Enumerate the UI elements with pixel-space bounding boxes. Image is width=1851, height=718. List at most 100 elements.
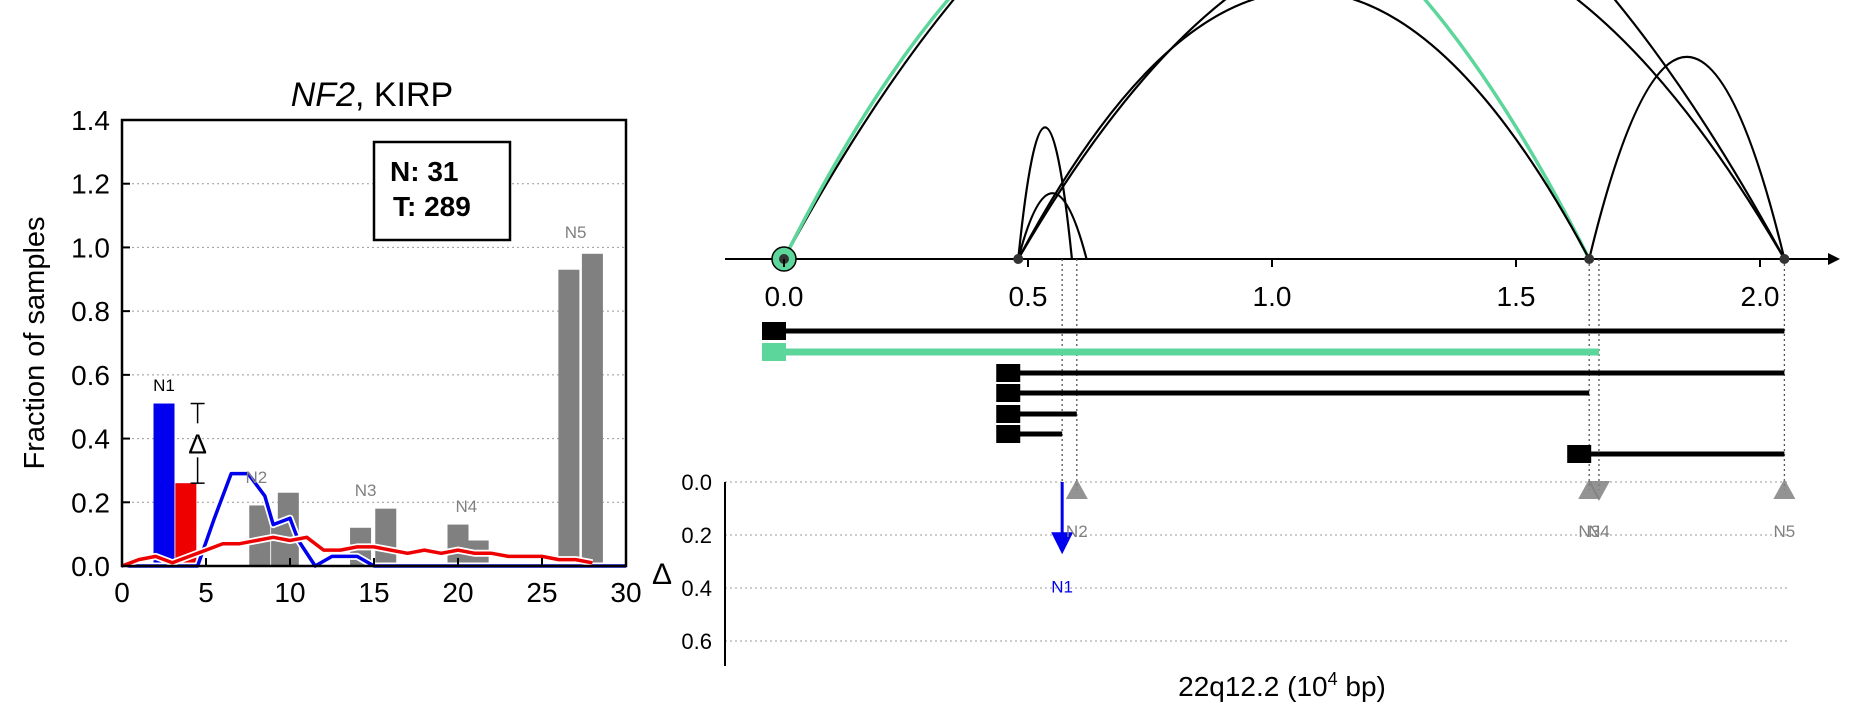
- x-tick-label: 15: [358, 577, 389, 608]
- y-axis-label: Fraction of samples: [19, 216, 51, 469]
- splice-arc: [1017, 0, 1786, 260]
- genome-tick-label: 1.0: [1253, 281, 1292, 312]
- delta-annotation: Δ: [188, 402, 207, 484]
- isoform-track: [996, 384, 1590, 402]
- isoform-track: [762, 322, 1785, 340]
- gray-bars: [249, 253, 603, 567]
- splice-arc: [1017, 0, 1591, 260]
- delta-marker-label: N2: [1066, 522, 1088, 541]
- genome-axis-label-end: bp): [1338, 671, 1386, 702]
- normal-bar: [153, 403, 175, 566]
- x-tick-label: 25: [526, 577, 557, 608]
- tumor-bar: [175, 483, 197, 566]
- splice-arc: [782, 0, 1591, 260]
- genome-tick-label: 2.0: [1741, 281, 1780, 312]
- delta-marker: N5: [1773, 479, 1796, 541]
- peak-labels: N1 N2 N3 N4 N5: [153, 223, 586, 516]
- y-tick-label: 0.6: [71, 360, 110, 391]
- delta-marker-label: N3: [1578, 522, 1600, 541]
- y-tick-label: 0.4: [71, 424, 110, 455]
- genome-axis-label-sup: 4: [1328, 669, 1338, 689]
- splice-arc: [1017, 126, 1074, 260]
- isoform-track: [762, 343, 1599, 361]
- delta-arrow-head: [1051, 532, 1074, 555]
- delta-marker-label: N5: [1774, 522, 1796, 541]
- genome-tick-label: 0.5: [1009, 281, 1048, 312]
- isoform-start-block: [996, 364, 1021, 382]
- x-tick-label: 20: [442, 577, 473, 608]
- delta-marker: N4: [1587, 481, 1610, 541]
- title-rest: , KIRP: [355, 76, 453, 114]
- delta-marker: N3: [1578, 479, 1601, 541]
- sample-count-box-frame: [372, 140, 512, 242]
- delta-tick-label: 0.4: [681, 576, 712, 601]
- delta-triangle: [1578, 479, 1601, 499]
- isoform-track: [996, 405, 1077, 423]
- isoform-track: [996, 364, 1785, 382]
- delta-marker-label: N1: [1051, 577, 1073, 596]
- x-tick-label: 5: [198, 577, 214, 608]
- delta-axis-label: Δ: [652, 558, 672, 591]
- delta-triangle: [1587, 481, 1610, 501]
- splice-arc: [1017, 192, 1088, 260]
- splice-node: [1013, 254, 1024, 264]
- peak-label: N3: [355, 481, 377, 500]
- delta-marker: N1: [1051, 482, 1074, 596]
- peak-label: N1: [153, 376, 175, 395]
- x-tick-label: 30: [610, 577, 641, 608]
- genome-tick-label: 0.0: [765, 281, 804, 312]
- y-tick-label: 1.2: [71, 169, 110, 200]
- isoform-start-block: [996, 384, 1021, 402]
- splice-node: [1584, 254, 1595, 264]
- delta-symbol: Δ: [188, 428, 207, 459]
- isoform-track: [1567, 445, 1785, 463]
- isoform-tracks: [762, 322, 1785, 463]
- tumor-count: T: 289: [393, 191, 471, 222]
- y-tick-label: 0.0: [71, 551, 110, 582]
- splice-node: [1779, 254, 1790, 264]
- delta-tick-label: 0.0: [681, 470, 712, 495]
- delta-tick-label: 0.6: [681, 629, 712, 654]
- normal-density-curve: [122, 471, 626, 568]
- y-tick-label: 1.0: [71, 232, 110, 263]
- delta-ticks: 0.0 0.2 0.4 0.6: [681, 470, 712, 654]
- highlight-bars: [153, 403, 197, 566]
- genome-ticks: 0.0 0.5 1.0 1.5 2.0: [765, 259, 1780, 312]
- chart-title: NF2, KIRP: [291, 76, 453, 114]
- genome-axis-label-main: 22q12.2 (10: [1178, 671, 1327, 702]
- genome-axis-label: 22q12.2 (104 bp): [1178, 669, 1386, 702]
- isoform-start-block: [996, 425, 1021, 443]
- peak-label: N5: [565, 223, 587, 242]
- gray-bar: [447, 524, 469, 566]
- peak-label: N2: [246, 468, 268, 487]
- isoform-start-block: [762, 343, 786, 361]
- delta-marker: N2: [1065, 479, 1088, 541]
- delta-marker-label: N4: [1588, 522, 1610, 541]
- sample-count-box: N: 31 T: 289: [372, 140, 512, 242]
- y-tick-label: 0.2: [71, 487, 110, 518]
- delta-triangle: [1065, 479, 1088, 499]
- title-gene: NF2: [291, 76, 355, 114]
- splice-arc: [1588, 56, 1786, 260]
- x-tick-label: 0: [114, 577, 130, 608]
- isoform-start-block: [996, 405, 1021, 423]
- gray-bar: [375, 508, 397, 566]
- peak-label: N4: [456, 497, 478, 516]
- splice-arc: [783, 0, 1786, 260]
- isoform-track: [996, 425, 1063, 443]
- isoform-start-block: [762, 322, 786, 340]
- y-axis-ticks: 0.0 0.2 0.4 0.6 0.8 1.0 1.2 1.4: [71, 105, 130, 582]
- tumor-density-curve: [121, 535, 593, 568]
- delta-gridlines: [725, 481, 1790, 642]
- x-tick-label: 10: [274, 577, 305, 608]
- gray-bar: [581, 253, 603, 567]
- gray-bar: [277, 492, 299, 566]
- normal-count: N: 31: [390, 156, 458, 187]
- x-axis-ticks: 0 5 10 15 20 25 30: [114, 558, 642, 608]
- y-tick-label: 1.4: [71, 105, 110, 136]
- y-tick-label: 0.8: [71, 296, 110, 327]
